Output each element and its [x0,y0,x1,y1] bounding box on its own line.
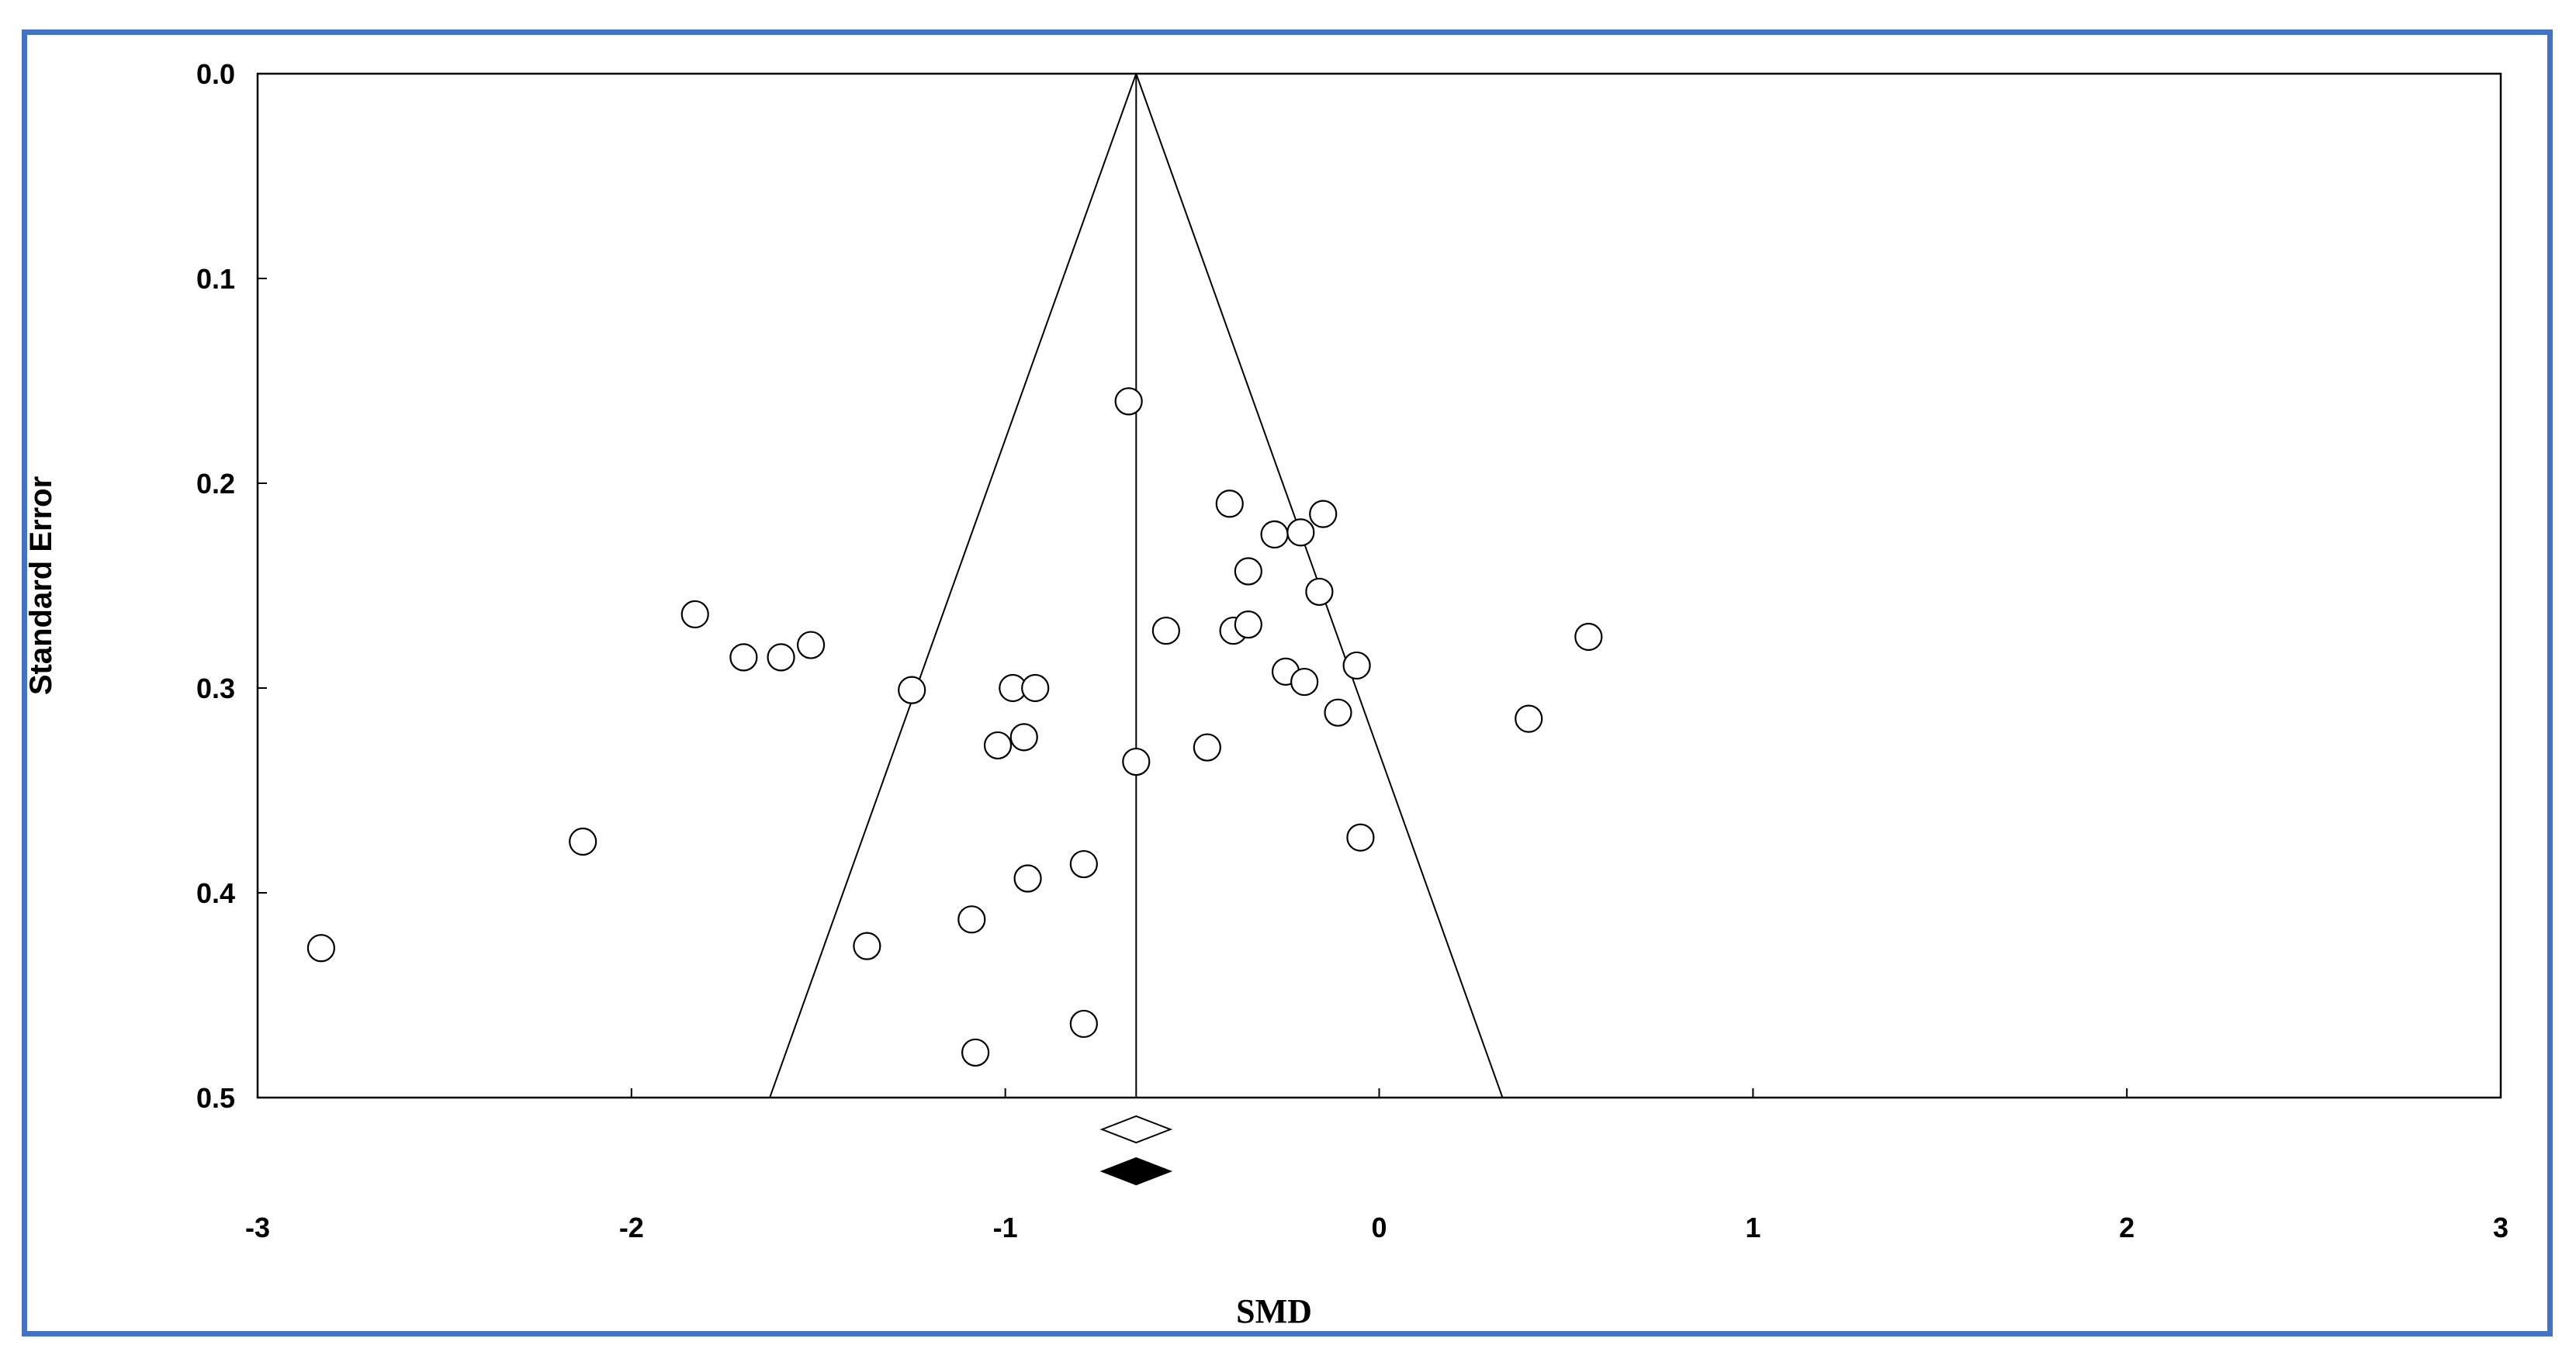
figure-frame: -3 -2 -1 0 1 2 3 0.0 0.1 0.2 0.3 0.4 0.5 Standard E… [22,29,2553,1337]
study-point [1215,489,1244,518]
x-tick-label: -3 [245,1212,270,1243]
observed-summary-diamond [1099,1115,1173,1144]
study-point [1122,747,1151,776]
study-point [1114,387,1143,416]
study-point [1021,673,1050,703]
study-point [306,934,336,963]
study-point [1286,518,1315,547]
y-tick-label: 0.1 [196,263,235,295]
study-point [1260,520,1289,549]
x-tick-label: 2 [2119,1212,2135,1243]
x-tick-label: -2 [619,1212,644,1243]
study-point [961,1038,990,1067]
study-point [1515,704,1543,733]
x-tick-label: -1 [993,1212,1018,1243]
study-point [569,827,597,856]
study-point [898,676,926,704]
study-point [1342,651,1371,680]
funnel-left-line [769,73,1137,1098]
y-tick-label: 0.3 [196,673,235,704]
study-point [767,643,795,672]
study-point [1234,610,1262,639]
plot-area [256,72,2502,1099]
study-point [1305,577,1334,607]
study-point [983,731,1013,760]
study-point [1290,667,1319,697]
study-point [1193,733,1221,762]
funnel-plot: -3 -2 -1 0 1 2 3 0.0 0.1 0.2 0.3 0.4 0.5 Standard E… [27,58,2508,1330]
study-point [680,600,709,629]
study-point [1151,616,1180,645]
study-point [1574,622,1603,652]
y-tick-label: 0.0 [196,58,235,90]
study-point [1009,723,1038,752]
x-tick-label: 3 [2493,1212,2508,1243]
study-point [1346,823,1375,852]
y-tick-label: 0.4 [196,877,235,909]
y-axis-title: Standard Error [27,476,58,695]
y-tick-label: 0.2 [196,468,235,500]
y-tick-label: 0.5 [196,1082,235,1114]
study-point [957,905,986,934]
study-point [729,643,758,672]
study-point [797,631,826,659]
study-point [853,932,881,960]
study-point [1324,698,1352,727]
study-point [1013,864,1042,893]
study-point [1069,849,1098,879]
study-point [1069,1009,1098,1039]
study-point [1234,557,1262,586]
x-tick-label: 1 [1745,1212,1761,1243]
study-point [1309,500,1338,528]
adjusted-summary-diamond [1099,1157,1173,1186]
x-tick-label: 0 [1371,1212,1387,1243]
x-axis-title: SMD [1236,1292,1312,1330]
